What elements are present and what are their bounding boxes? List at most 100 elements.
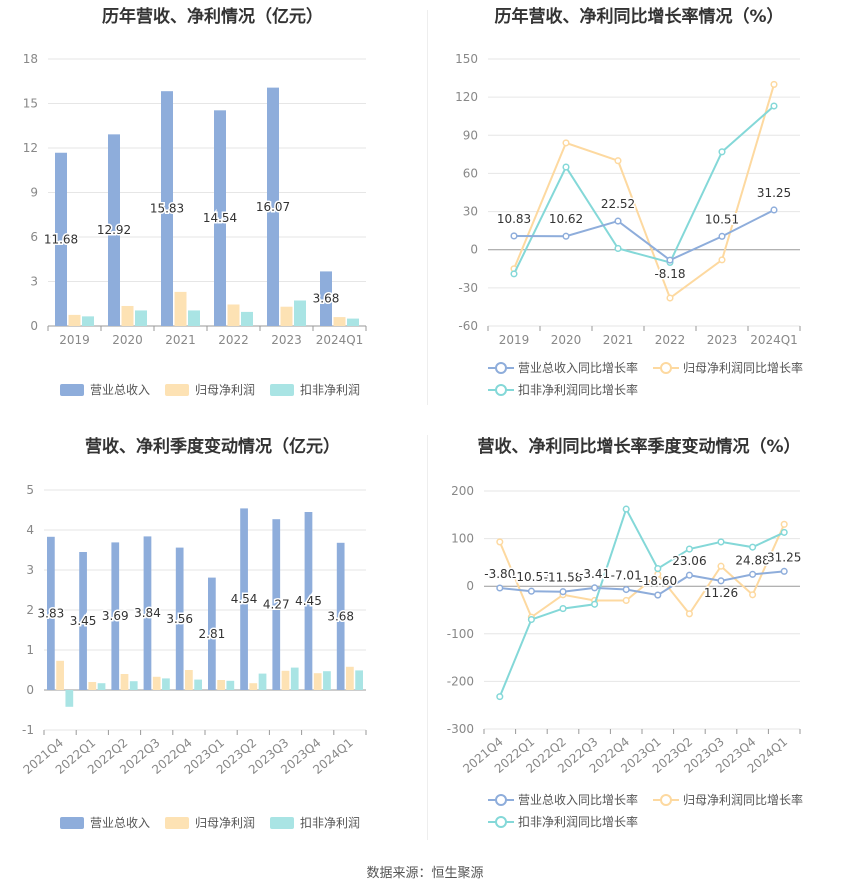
data-point <box>666 294 674 302</box>
bar-revenue <box>175 547 184 690</box>
legend-swatch-deducted-growth <box>488 384 514 396</box>
bar-deducted-profit <box>347 318 359 326</box>
data-label: -18.60 <box>638 574 677 588</box>
data-point <box>654 591 662 599</box>
data-label: 22.52 <box>601 197 635 211</box>
data-point <box>718 148 726 156</box>
data-point <box>591 600 599 608</box>
data-point <box>559 605 567 613</box>
y-tick-label: 3 <box>30 275 38 289</box>
legend-swatch-net-profit-growth <box>653 362 679 374</box>
data-label: 31.25 <box>767 550 801 564</box>
data-label: 10.62 <box>549 212 583 226</box>
data-point <box>562 163 570 171</box>
data-label: 3.45 <box>70 614 97 628</box>
panel-divider-bottom <box>427 435 428 840</box>
bar-deducted-profit <box>323 671 331 690</box>
bar-net-profit <box>217 680 225 690</box>
bar-deducted-profit <box>194 679 202 690</box>
annual-bar-plot: 0 3 6 9 12 15 18 2019 2020 2021 2022 2023 2024Q1 11.6… <box>23 52 367 347</box>
x-tick-label: 2021 <box>603 333 634 347</box>
annual-line-plot: -60 -30 0 30 60 90 120 150 2019 2020 2021 2022 2023 2… <box>455 52 801 347</box>
panel-divider-top <box>427 10 428 405</box>
data-label: 23.06 <box>672 554 706 568</box>
data-point <box>510 232 518 240</box>
bar-net-profit <box>152 676 161 690</box>
data-label: 11.26 <box>704 586 738 600</box>
bar-net-profit <box>313 673 322 690</box>
data-label: 4.27 <box>263 598 290 612</box>
y-tick-label: 90 <box>463 128 478 142</box>
bar-revenue <box>108 134 120 326</box>
bar-deducted-profit <box>290 667 299 690</box>
bar-revenue <box>336 542 345 690</box>
data-point <box>770 206 778 214</box>
bar-net-profit <box>185 670 193 690</box>
legend-swatch-deducted-profit <box>270 384 294 396</box>
data-point <box>614 244 622 252</box>
data-label: 4.54 <box>231 592 258 606</box>
data-point <box>622 585 630 594</box>
y-tick-label: -100 <box>447 627 474 641</box>
data-label: 15.83 <box>150 202 184 216</box>
data-point <box>749 543 757 551</box>
y-tick-label: 0 <box>30 319 38 333</box>
data-label: 4.45 <box>295 594 322 608</box>
bar-deducted-profit <box>97 683 106 690</box>
data-point <box>510 270 518 278</box>
data-label: 3.56 <box>166 612 193 626</box>
data-point <box>496 693 504 701</box>
data-point <box>496 538 504 546</box>
bar-revenue <box>267 87 279 327</box>
data-point <box>591 584 599 592</box>
data-point <box>780 528 788 536</box>
annual-growth-rate-chart: 历年营收、净利同比增长率情况（%） -60 -30 0 30 60 90 120 150 201… <box>428 0 850 410</box>
data-point <box>749 570 757 578</box>
legend-swatch-net-profit-growth <box>653 794 679 806</box>
data-label: 10.83 <box>497 212 531 226</box>
y-tick-label: 2 <box>26 603 34 617</box>
chart-title: 营收、净利季度变动情况（亿元） <box>85 437 340 457</box>
bar-net-profit <box>333 317 346 326</box>
bar-deducted-profit <box>135 310 147 326</box>
legend-swatch-revenue <box>60 384 84 396</box>
x-tick-label: 2019 <box>59 333 90 347</box>
data-point <box>770 102 778 110</box>
x-tick-label: 2019 <box>499 333 530 347</box>
bar-revenue <box>79 552 87 690</box>
bar-deducted-profit <box>188 310 200 326</box>
data-point <box>562 232 570 240</box>
x-tick-label: 2024Q1 <box>316 333 364 347</box>
x-tick-label: 2024Q1 <box>750 333 798 347</box>
y-tick-label: 6 <box>30 230 38 244</box>
y-tick-label: 18 <box>23 52 38 66</box>
series-line-net-profit-growth <box>498 523 786 619</box>
bar-revenue <box>208 577 216 690</box>
quarterly-bar-plot: -10123452021Q42022Q12022Q22022Q32022Q420… <box>21 483 367 777</box>
data-label: 3.69 <box>102 609 129 623</box>
data-point <box>718 232 726 240</box>
bar-revenue <box>304 512 313 690</box>
data-label: 10.51 <box>705 212 739 226</box>
data-label: 3.84 <box>134 606 161 620</box>
data-point <box>717 562 725 570</box>
quarterly-revenue-profit-chart: 营收、净利季度变动情况（亿元） -1 0 1 2 3 4 5 2021Q4 2022Q1 2022… <box>0 430 425 850</box>
data-label: 2.81 <box>199 627 226 641</box>
y-tick-label: 100 <box>451 532 474 546</box>
bar-revenue <box>143 536 152 690</box>
data-point <box>780 520 788 528</box>
data-point <box>717 577 725 585</box>
series-line-deducted-growth <box>498 506 785 698</box>
data-label: 3.68 <box>327 609 354 623</box>
annual-revenue-profit-chart: 历年营收、净利情况（亿元） 0 3 6 9 12 15 18 2019 2020 2021 2022… <box>0 0 425 410</box>
bar-revenue <box>240 508 248 690</box>
data-label: 31.25 <box>757 186 791 200</box>
bar-revenue <box>111 542 120 690</box>
quarterly-line-plot: -300-200-10001002002021Q42022Q12022Q2202… <box>447 484 803 776</box>
data-point <box>685 545 693 553</box>
y-tick-label: 1 <box>26 643 34 657</box>
data-label: 3.68 <box>313 292 340 306</box>
y-tick-label: 5 <box>26 483 34 497</box>
legend-swatch-deducted-growth <box>488 816 514 828</box>
quarterly-growth-rate-chart: 营收、净利同比增长率季度变动情况（%） -300 -200 -100 0 100 200 2… <box>428 430 850 850</box>
